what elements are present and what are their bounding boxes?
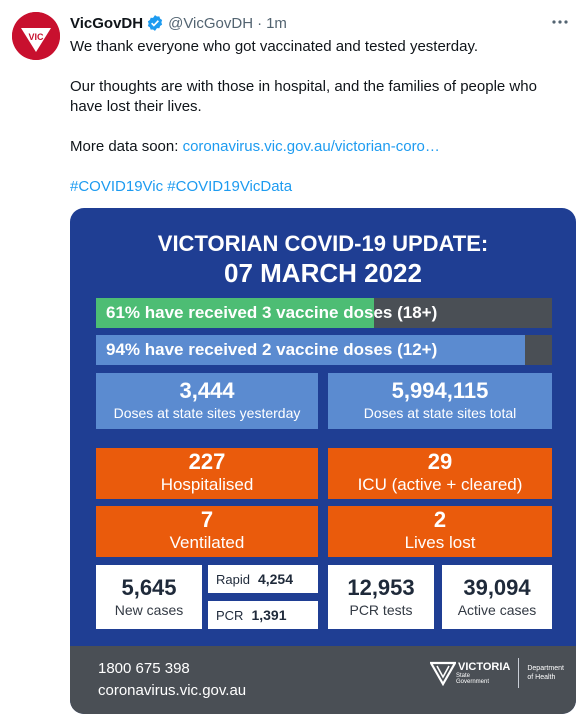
vic-avatar-logo: VIC (12, 12, 60, 60)
hashtags: #COVID19Vic #COVID19VicData (70, 177, 562, 197)
ventilated-value: 7 (200, 507, 214, 532)
vaccine-bar-2-doses-label: 94% have received 2 vaccine doses (12+) (106, 340, 438, 359)
card-footer: 1800 675 398 coronavirus.vic.gov.au VICT… (70, 646, 576, 714)
covid-update-image[interactable]: VICTORIAN COVID-19 UPDATE: 07 MARCH 2022… (70, 208, 576, 714)
hashtag-covid19vicdata[interactable]: #COVID19VicData (167, 178, 293, 195)
new-cases-box: 5,645 New cases (96, 565, 202, 629)
lives-lost-box: 2 Lives lost (328, 506, 552, 557)
rapid-value: 4,254 (257, 571, 294, 587)
handle[interactable]: @VicGovDH (168, 14, 254, 32)
lives-lost-label: Lives lost (404, 533, 476, 552)
vaccine-bar-2-doses: 94% have received 2 vaccine doses (12+) (96, 335, 552, 365)
data-link[interactable]: coronavirus.vic.gov.au/victorian-coro… (182, 138, 440, 155)
active-cases-value: 39,094 (463, 575, 531, 600)
active-cases-box: 39,094 Active cases (442, 565, 552, 629)
avatar[interactable]: VIC (12, 12, 60, 60)
vaccine-bar-3-doses-fill (96, 298, 375, 328)
vaccine-bar-2-doses-fill (96, 335, 525, 365)
pcr-tests-box: 12,953 PCR tests (328, 565, 434, 629)
pcr-tests-label: PCR tests (349, 602, 413, 618)
rapid-tests-box: Rapid 4,254 (208, 565, 318, 593)
lives-lost-value: 2 (433, 507, 447, 532)
ventilated-label: Ventilated (169, 533, 245, 552)
hashtag-covid19vic[interactable]: #COVID19Vic (70, 178, 164, 195)
separator-dot: · (257, 14, 263, 32)
pcr-label: PCR (216, 607, 244, 623)
more-data-label: More data soon: (70, 138, 183, 155)
hospitalised-label: Hospitalised (160, 475, 254, 494)
new-cases-value: 5,645 (121, 575, 177, 600)
pcr-value: 1,391 (251, 607, 287, 623)
ventilated-box: 7 Ventilated (96, 506, 318, 557)
logo-sub1: State (456, 673, 471, 679)
avatar-text: VIC (28, 32, 44, 42)
new-cases-label: New cases (114, 602, 184, 618)
doses-total-label: Doses at state sites total (363, 405, 517, 421)
dept-line1: Department (527, 665, 564, 672)
doses-total-value: 5,994,115 (391, 378, 489, 403)
vaccine-bar-3-doses: 61% have received 3 vaccine doses (18+) (96, 298, 552, 328)
doses-yesterday-box: 3,444 Doses at state sites yesterday (96, 373, 318, 429)
icu-label: ICU (active + cleared) (357, 475, 523, 494)
dept-line2: of Health (527, 674, 556, 681)
tweet-paragraph-1: We thank everyone who got vaccinated and… (70, 38, 479, 55)
tweet-text: We thank everyone who got vaccinated and… (70, 37, 562, 217)
timestamp[interactable]: 1m (266, 14, 287, 32)
card-title-line1: VICTORIAN COVID-19 UPDATE: (157, 231, 489, 256)
doses-yesterday-label: Doses at state sites yesterday (113, 405, 301, 421)
footer-website: coronavirus.vic.gov.au (98, 682, 247, 699)
tweet-paragraph-2: Our thoughts are with those in hospital,… (70, 78, 537, 115)
rapid-label: Rapid (216, 571, 250, 587)
more-options-icon[interactable] (549, 11, 571, 33)
logo-word: VICTORIA (458, 661, 511, 673)
vaccine-bar-3-doses-label: 61% have received 3 vaccine doses (18+) (106, 303, 438, 322)
icu-value: 29 (427, 449, 453, 474)
tweet-header: VicGovDH @VicGovDH · 1m (70, 13, 571, 33)
active-cases-label: Active cases (457, 602, 537, 618)
footer-phone: 1800 675 398 (98, 660, 190, 677)
victoria-government-logo: VICTORIA State Government Department of … (430, 658, 564, 688)
display-name[interactable]: VicGovDH (70, 14, 144, 32)
card-title-date: 07 MARCH 2022 (224, 258, 422, 288)
victoria-triangle-icon (430, 661, 456, 686)
doses-yesterday-value: 3,444 (179, 378, 235, 403)
icu-box: 29 ICU (active + cleared) (328, 448, 552, 499)
logo-sub2: Government (456, 679, 490, 685)
hospitalised-value: 227 (188, 449, 226, 474)
hospitalised-box: 227 Hospitalised (96, 448, 318, 499)
doses-total-box: 5,994,115 Doses at state sites total (328, 373, 552, 429)
card-title: VICTORIAN COVID-19 UPDATE: 07 MARCH 2022 (70, 230, 576, 288)
pcr-positive-box: PCR 1,391 (208, 601, 318, 629)
pcr-tests-value: 12,953 (347, 575, 415, 600)
logo-divider (518, 658, 520, 688)
verified-badge-icon (146, 14, 164, 32)
tweet-paragraph-3: More data soon: coronavirus.vic.gov.au/v… (70, 137, 562, 157)
